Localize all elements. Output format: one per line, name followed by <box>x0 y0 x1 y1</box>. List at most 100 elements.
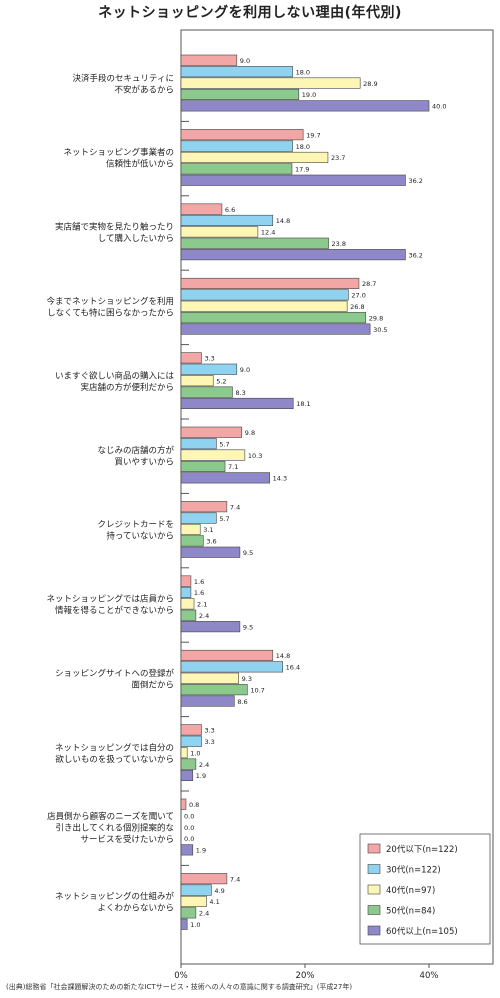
x-tick-label: 40% <box>420 971 439 981</box>
bar <box>180 512 217 524</box>
bar <box>180 163 293 175</box>
bar <box>180 798 187 810</box>
bar <box>180 895 207 908</box>
bar <box>180 174 406 186</box>
data-label: 30.5 <box>373 326 387 334</box>
category-label: 引き出してくれる個別提案的な <box>56 823 175 834</box>
bar <box>180 449 246 461</box>
data-label: 9.5 <box>243 549 253 557</box>
legend-label: 50代(n=84) <box>386 906 435 917</box>
legend-swatch <box>367 884 381 895</box>
data-label: 3.3 <box>204 355 214 363</box>
bar <box>180 460 226 473</box>
category-label: しなくても特に困らなかったから <box>47 307 174 318</box>
data-label: 8.3 <box>235 389 245 397</box>
legend-swatch <box>367 864 381 874</box>
data-label: 1.0 <box>190 749 200 757</box>
bar <box>180 661 283 673</box>
bar <box>180 672 239 684</box>
legend-swatch <box>367 843 381 854</box>
legend-label: 20代以下(n=122) <box>386 844 458 855</box>
source-note: (出典)総務省「社会課題解決のための新たなICTサービス・技術への人々の意識に関… <box>6 983 353 991</box>
data-label: 4.1 <box>209 898 219 906</box>
bar <box>180 649 274 662</box>
bar <box>180 77 361 89</box>
chart-title: ネットショッピングを利用しない理由(年代別) <box>98 5 402 21</box>
bar <box>180 289 349 301</box>
bar <box>180 88 300 100</box>
category-label: ネットショッピング事業者の <box>63 147 174 158</box>
category-label: 店員側から顧客のニーズを聞いて <box>47 811 174 822</box>
bar <box>180 66 293 78</box>
data-label: 7.4 <box>230 875 240 883</box>
category-label: 今までネットショッピングを利用 <box>46 296 174 307</box>
bar <box>180 214 274 226</box>
category-label: ネットショッピングでは店員から <box>46 594 174 605</box>
bar <box>180 226 259 238</box>
category-label: なじみの店舗の方が <box>97 445 174 456</box>
bar <box>180 873 228 885</box>
data-label: 7.1 <box>228 463 238 471</box>
data-label: 7.4 <box>230 503 240 511</box>
bar <box>180 523 201 536</box>
bar <box>180 535 204 547</box>
data-label: 5.7 <box>219 515 229 523</box>
data-label: 27.0 <box>351 292 365 300</box>
bar <box>180 397 294 410</box>
bar <box>180 918 188 930</box>
bar <box>180 747 188 759</box>
x-tick-label: 0% <box>174 971 188 981</box>
data-label: 3.3 <box>204 727 214 735</box>
data-label: 28.9 <box>363 80 377 88</box>
category-label: 情報を得ることができないから <box>55 605 174 616</box>
bar <box>180 758 197 770</box>
data-label: 4.9 <box>214 887 224 895</box>
bar <box>180 363 238 375</box>
bar <box>180 375 214 387</box>
category-label: して購入したいから <box>98 233 174 244</box>
data-label: 8.6 <box>237 698 247 706</box>
data-label: 2.1 <box>197 601 207 609</box>
bar <box>180 501 228 513</box>
data-label: 10.3 <box>248 452 262 460</box>
bar <box>180 598 195 610</box>
category-label: サービスを受けたいから <box>80 834 174 845</box>
legend-label: 60代以上(n=105) <box>386 926 458 937</box>
data-label: 28.7 <box>362 280 376 288</box>
data-label: 19.7 <box>306 131 320 139</box>
data-label: 14.8 <box>276 652 290 660</box>
data-label: 9.3 <box>242 675 252 683</box>
data-label: 19.0 <box>302 91 316 99</box>
data-label: 1.9 <box>196 772 206 780</box>
bar <box>180 386 233 398</box>
data-label: 5.2 <box>216 377 226 385</box>
data-label: 14.8 <box>276 217 290 225</box>
data-label: 17.9 <box>295 166 309 174</box>
data-label: 1.6 <box>194 589 204 597</box>
bar <box>180 249 406 261</box>
data-label: 36.2 <box>408 251 422 259</box>
bar <box>180 323 371 335</box>
category-label: 実店舗で実物を見たり触ったり <box>55 222 174 233</box>
data-label: 18.0 <box>296 68 310 76</box>
category-label: 持っていないから <box>106 531 174 542</box>
bar <box>180 769 194 782</box>
bar <box>180 724 202 736</box>
category-label: ネットショッピングでは自分の <box>55 742 174 753</box>
data-label: 9.0 <box>240 57 250 65</box>
bar <box>180 151 329 163</box>
data-label: 9.5 <box>243 623 253 631</box>
bar <box>180 237 329 249</box>
bar <box>180 546 241 558</box>
bar <box>180 472 270 484</box>
bar <box>180 609 197 621</box>
category-label: クレジットカードを <box>97 520 174 530</box>
category-label: 決済手段のセキュリティに <box>73 73 175 84</box>
data-label: 0.8 <box>189 801 199 809</box>
legend-swatch <box>367 905 381 915</box>
data-label: 0.0 <box>184 812 194 820</box>
data-label: 9.0 <box>240 366 250 374</box>
bar <box>180 277 360 290</box>
bar <box>180 621 241 633</box>
data-label: 6.6 <box>225 206 235 214</box>
